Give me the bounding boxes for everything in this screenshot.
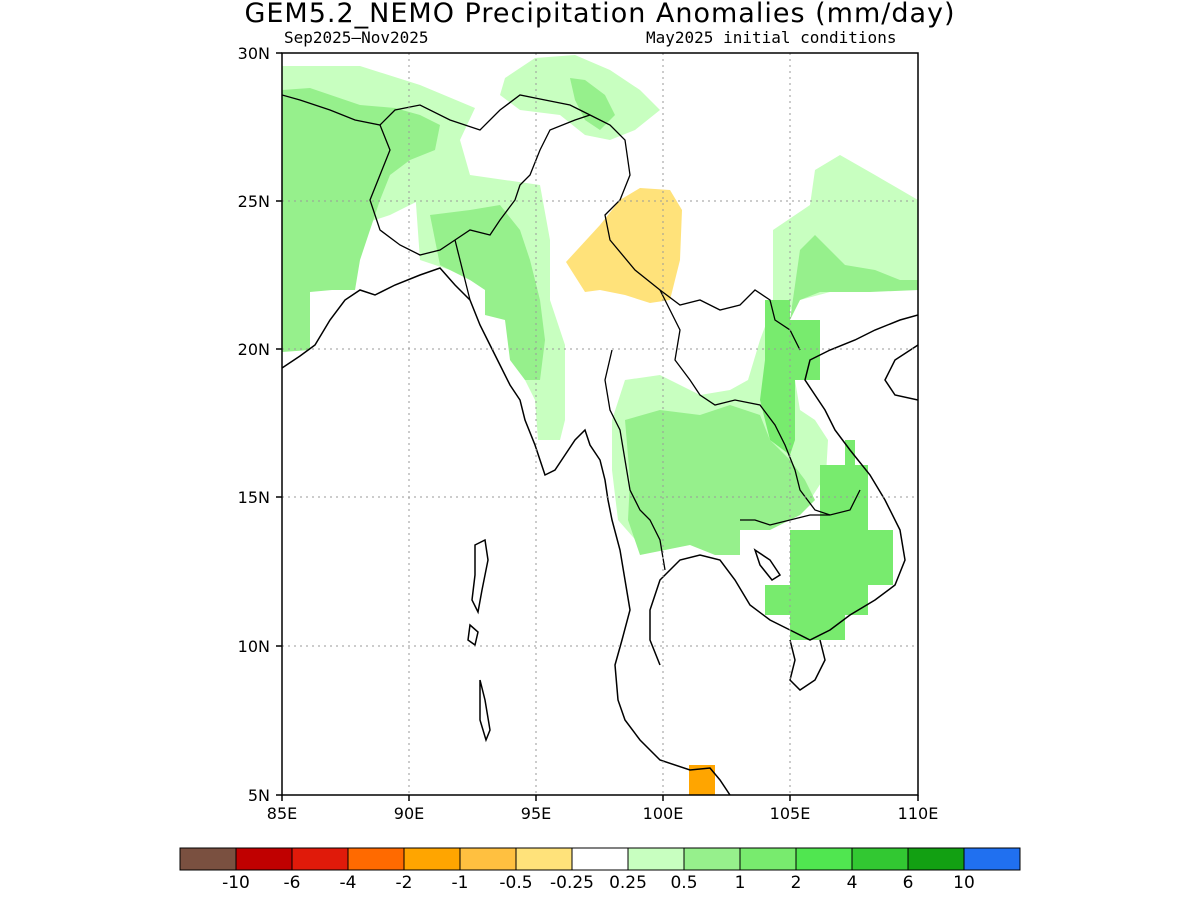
colorbar-swatch xyxy=(459,847,517,871)
colorbar-swatch xyxy=(851,847,909,871)
lon-tick-label: 85E xyxy=(267,804,297,823)
colorbar-swatch xyxy=(291,847,349,871)
colorbar-label: -2 xyxy=(396,873,413,893)
colorbar: -10 -6 -4 -2 -1 -0.5 -0.25 0.25 0.5 1 2 4 6 10 xyxy=(179,847,1021,893)
anomaly-region-green xyxy=(790,235,918,320)
lat-tick-label: 15N xyxy=(238,488,270,507)
anomaly-region-green xyxy=(625,405,815,555)
colorbar-label: 2 xyxy=(791,873,802,893)
colorbar-swatch xyxy=(403,847,461,871)
anomaly-region-green xyxy=(765,440,893,640)
lon-tick-label: 105E xyxy=(770,804,811,823)
forecast-period: Sep2025–Nov2025 xyxy=(284,28,429,47)
anomaly-field xyxy=(282,55,918,795)
colorbar-label: 6 xyxy=(903,873,914,893)
lon-tick-label: 90E xyxy=(394,804,424,823)
lon-tick-label: 100E xyxy=(643,804,684,823)
colorbar-label: 4 xyxy=(847,873,858,893)
lat-tick-label: 5N xyxy=(248,786,270,805)
country-borders xyxy=(282,94,861,571)
anomaly-region-green xyxy=(282,88,440,352)
colorbar-label: -10 xyxy=(222,873,250,893)
colorbar-label: -0.5 xyxy=(499,873,532,893)
initial-conditions: May2025 initial conditions xyxy=(646,28,897,47)
lon-tick-label: 110E xyxy=(898,804,939,823)
axis-ticks xyxy=(276,52,919,801)
map-frame xyxy=(281,52,919,796)
colorbar-label: -6 xyxy=(284,873,301,893)
colorbar-label: 0.5 xyxy=(670,873,697,893)
colorbar-swatch xyxy=(347,847,405,871)
colorbar-swatch xyxy=(683,847,741,871)
colorbar-swatch xyxy=(235,847,293,871)
lat-tick-label: 20N xyxy=(238,340,270,359)
colorbar-label: 10 xyxy=(953,873,975,893)
colorbar-swatch xyxy=(571,847,629,871)
colorbar-swatch xyxy=(627,847,685,871)
graticule xyxy=(282,53,918,795)
anomaly-region-green xyxy=(570,78,615,130)
colorbar-swatch xyxy=(795,847,853,871)
lat-tick-label: 10N xyxy=(238,637,270,656)
coastlines xyxy=(282,267,918,795)
lat-tick-label: 30N xyxy=(238,44,270,63)
colorbar-label: -0.25 xyxy=(550,873,594,893)
colorbar-label: -4 xyxy=(340,873,357,893)
lat-tick-label: 25N xyxy=(238,192,270,211)
anomaly-region-green xyxy=(430,205,545,380)
colorbar-label: 0.25 xyxy=(609,873,647,893)
colorbar-label: 1 xyxy=(735,873,746,893)
colorbar-swatch xyxy=(907,847,965,871)
colorbar-swatch xyxy=(179,847,237,871)
map-title: GEM5.2_NEMO Precipitation Anomalies (mm/… xyxy=(244,0,956,29)
colorbar-label: -1 xyxy=(452,873,469,893)
colorbar-swatch xyxy=(515,847,573,871)
anomaly-region-yellow xyxy=(566,188,682,303)
colorbar-swatch xyxy=(739,847,797,871)
lon-tick-label: 95E xyxy=(521,804,551,823)
colorbar-swatch xyxy=(963,847,1021,871)
